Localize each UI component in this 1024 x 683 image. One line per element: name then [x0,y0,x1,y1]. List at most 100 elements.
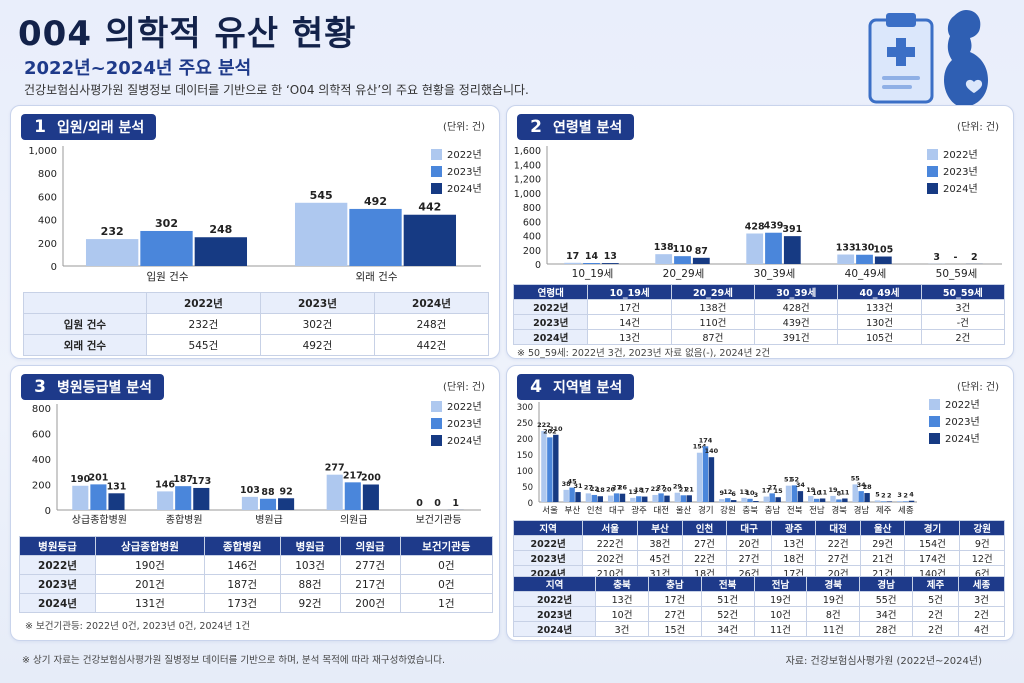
footer-note: ※ 상기 자료는 건강보험심사평가원 질병정보 데이터를 기반으로 하며, 분석… [22,655,446,666]
table-row: 2022년 13건 17건 51건 19건 19건 55건 5건 3건 [512,591,1006,607]
row-header: 2023년 [19,574,96,594]
data-label: 3 [754,491,759,499]
data-label: 217 [343,470,363,481]
data-label: 28 [863,483,873,491]
table-cell: 105건 [837,329,922,345]
bar-2023 [769,493,775,502]
y-tick-label: 100 [517,467,533,477]
panel-hospital-grade: 3 병원등급별 분석 (단위: 건) 0 200 400 600 800 190 201 131… [10,365,500,641]
data-label: 18 [634,486,644,494]
legend-label: 2023년 [447,418,482,430]
bar-2022 [874,500,881,502]
category-label: 20_29세 [663,268,705,280]
column-header: 2024년 [373,292,490,314]
data-label: 15 [774,487,784,495]
data-label: 17 [640,487,649,495]
data-label: 302 [155,217,178,230]
bar-2024 [108,493,125,510]
y-tick-label: 150 [517,451,533,461]
bar-2022 [763,496,770,502]
table-cell: 232건 [145,313,261,335]
data-label: 34 [857,481,867,489]
bar-2022 [294,202,348,266]
y-tick-label: 300 [517,403,533,413]
table-row: 입원 건수 232건 302건 248건 [23,313,490,335]
chart-region: 050100150200250300222202210서울384531부산272… [517,399,980,516]
panel-inpatient-outpatient: 1 입원/외래 분석 (단위: 건) 0 200 400 600 800 1,000 232 3… [10,105,500,359]
note-age: ※ 50_59세: 2022년 3건, 2023년 자료 없음(-), 2024… [517,348,771,359]
column-header: 연령대 [512,284,589,300]
column-header: 상급종합병원 [94,536,205,556]
bar-2024 [730,500,737,502]
data-label: 200 [361,473,381,484]
bar-2023 [858,491,864,502]
table-header-row: 병원등급 상급종합병원 종합병원 병원급 의원급 보건기관등 [19,536,494,556]
data-label: 202 [543,427,557,435]
y-tick-label: 400 [32,455,51,466]
table-cell: 201건 [94,574,205,594]
note-hospital-grade: ※ 보건기관등: 2022년 0건, 2023년 0건, 2024년 1건 [25,621,251,632]
table-cell: 21건 [859,550,906,566]
panel-number: 3 [34,377,46,397]
table-cell: 27건 [681,535,728,551]
clipboard-line-2 [882,85,912,89]
column-header: 충북 [595,576,649,592]
bar-2024 [783,236,801,264]
bar-2024 [278,498,295,510]
y-tick-label: 200 [38,239,57,250]
data-label: 131 [107,481,127,492]
clipboard-illustration [868,10,988,106]
legend-swatch [927,183,938,194]
bar-2023 [636,496,642,502]
table-cell: 146건 [203,555,281,575]
y-tick-label: 400 [523,232,541,243]
bar-2022 [696,452,703,502]
data-label: 21 [685,485,695,493]
bar-2022 [564,262,582,264]
table-cell: 5건 [912,591,959,607]
legend-label: 2023년 [945,416,980,428]
table-cell: 38건 [637,535,683,551]
panel-title: 지역별 분석 [553,380,623,396]
y-tick-label: 800 [523,203,541,214]
clipboard-clip [886,13,916,27]
table-cell: 110건 [670,314,756,330]
row-header: 2022년 [19,555,96,575]
page-description: 건강보험심사평가원 질병정보 데이터를 기반으로 한 ‘O04 의학적 유산’의… [24,83,529,97]
table-cell: 45건 [637,550,683,566]
table-cell: 55건 [859,591,914,607]
bar-2022 [630,497,636,502]
category-label: 대전 [653,505,669,516]
data-label: 51 [784,476,794,484]
column-header: 50_59세 [920,284,1006,300]
table-cell: 138건 [670,299,756,315]
table-row: 2022년 222건 38건 27건 20건 13건 22건 29건 154건 9건 [512,535,1005,551]
table-cell: 439건 [754,314,839,330]
bar-2023 [702,446,709,502]
category-label: 제주 [876,506,892,516]
column-header [23,292,147,314]
panel-number: 4 [530,377,542,397]
data-label: 11 [840,488,850,496]
table-cell: 15건 [647,621,702,637]
table-cell: 173건 [203,593,281,613]
bar-2022 [652,494,658,502]
legend-swatch [431,418,442,429]
unit-label: (단위: 건) [957,382,999,393]
y-tick-label: 1,000 [514,189,541,200]
table-cell: 2건 [912,606,959,622]
data-label: 391 [782,224,802,235]
table-cell: 9건 [959,535,1005,551]
category-label: 충북 [742,506,758,516]
legend-swatch [431,435,442,446]
data-label: 140 [705,447,719,455]
column-header: 의원급 [339,536,401,556]
bar-2024 [775,497,781,502]
legend-label: 2024년 [447,435,482,447]
data-label: 13 [628,488,637,496]
table-age: 연령대 10_19세 20_29세 30_39세 40_49세 50_59세 2022년 17… [512,284,1006,345]
y-tick-label: 0 [528,499,533,509]
data-label: 173 [191,476,211,487]
data-label: 130 [855,243,875,254]
